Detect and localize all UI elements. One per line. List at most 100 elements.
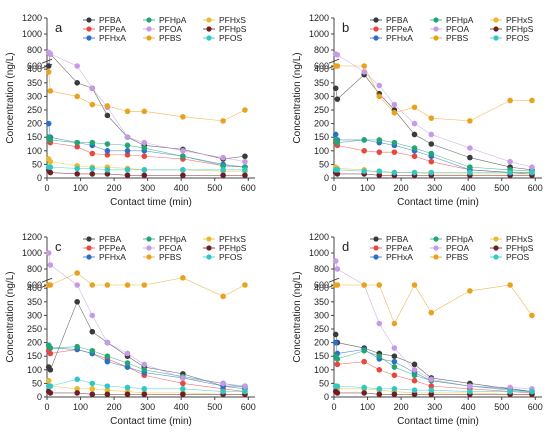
data-point-PFOS <box>334 383 341 389</box>
data-point-PFHpA <box>334 356 341 362</box>
x-tick-label: 500 <box>494 402 509 412</box>
data-point-PFBS <box>507 282 513 288</box>
legend-label: PFHxS <box>506 15 533 25</box>
data-point-PFOS <box>220 167 226 173</box>
data-point-PFHpS <box>124 172 131 179</box>
series-line-PFHpA <box>335 139 532 172</box>
data-point-PFBS <box>124 108 131 115</box>
x-axis-label: Contact time (min) <box>397 197 479 208</box>
data-point-PFBS <box>242 282 248 288</box>
data-point-PFOA <box>47 51 54 57</box>
data-point-PFHpS <box>74 390 80 396</box>
data-point-PFHpA <box>411 372 418 379</box>
data-point-PFBS <box>104 103 111 109</box>
legend-label: PFHpS <box>506 243 534 253</box>
legend-label: PFHxS <box>219 15 246 25</box>
data-point-PFPeA <box>124 152 131 158</box>
data-point-PFHpA <box>428 150 435 157</box>
legend-label: PFPeA <box>99 24 126 34</box>
y-tick-label: 200 <box>27 119 42 129</box>
data-point-PFOA <box>467 383 473 389</box>
series-line-PFHxA <box>48 345 245 390</box>
data-point-PFOA <box>180 148 186 154</box>
data-point-PFOA <box>361 69 367 75</box>
data-point-PFBA <box>411 361 418 368</box>
series-line-PFBS <box>48 71 246 122</box>
data-point-PFHpA <box>391 139 398 146</box>
data-point-PFOS <box>220 388 226 395</box>
data-point-PFOS <box>428 169 435 176</box>
data-point-PFHpS <box>391 391 398 398</box>
data-point-PFHpS <box>47 169 54 176</box>
legend-label: PFHpS <box>506 24 534 34</box>
data-point-PFBA <box>391 353 398 360</box>
data-point-PFOS <box>124 384 131 391</box>
x-tick-label: 100 <box>360 183 375 193</box>
axis-break-mark <box>328 277 340 283</box>
legend-swatch-PFOA <box>433 26 439 32</box>
x-tick-label: 0 <box>44 402 49 412</box>
y-tick-label: 300 <box>27 310 42 320</box>
data-point-PFPeA <box>411 377 418 384</box>
legend-swatch-PFHpA <box>146 17 152 23</box>
data-point-PFHpS <box>89 171 96 177</box>
data-point-PFBS <box>376 282 383 288</box>
series-line-PFOA <box>48 252 245 387</box>
data-point-PFBS <box>124 282 131 288</box>
data-point-PFBS <box>428 115 435 121</box>
legend-swatch-PFHxS <box>206 236 212 242</box>
data-point-PFHxS <box>89 386 96 392</box>
y-tick-label: 50 <box>319 159 329 169</box>
series-line-PFHpS <box>335 172 532 176</box>
x-tick-label: 200 <box>107 402 122 412</box>
data-point-PFHpA <box>104 353 111 360</box>
data-point-PFOA <box>74 63 80 69</box>
data-point-PFOS <box>411 387 418 394</box>
data-point-PFBS <box>428 309 435 316</box>
data-point-PFOS <box>141 167 148 173</box>
axis-break-mark <box>328 58 340 64</box>
x-tick-label: 100 <box>360 402 375 412</box>
data-point-PFBS <box>89 101 96 108</box>
series-line-PFOA <box>335 53 533 168</box>
legend-swatch-PFHpS <box>206 245 212 251</box>
x-tick-label: 600 <box>528 183 543 193</box>
legend-swatch-PFPeA <box>86 245 92 251</box>
y-tick-label: 100 <box>314 146 329 156</box>
data-point-PFHpA <box>376 353 383 360</box>
series-line-PFHxS <box>335 385 532 395</box>
y-tick-label: 100 <box>27 146 42 156</box>
legend-swatch-PFOA <box>146 245 152 251</box>
y-tick-label: 200 <box>27 338 42 348</box>
y-tick-label: 150 <box>27 132 42 142</box>
legend-label: PFHxA <box>99 252 126 262</box>
y-tick-label: 100 <box>27 365 42 375</box>
x-tick-label: 600 <box>241 402 256 412</box>
legend-label: PFHpS <box>219 24 247 34</box>
y-tick-label: 150 <box>314 132 329 142</box>
data-point-PFHpS <box>104 391 111 398</box>
legend-swatch-PFOS <box>493 35 499 41</box>
series-line-PFBS <box>335 284 533 325</box>
legend-swatch-PFHxA <box>86 35 92 41</box>
data-point-PFOA <box>89 85 96 92</box>
data-point-PFPeA <box>428 383 435 389</box>
legend-label: PFHxA <box>386 33 413 43</box>
data-point-PFBS <box>467 288 473 294</box>
y-tick-label: 300 <box>314 91 329 101</box>
data-point-PFOS <box>89 380 96 387</box>
data-point-PFHpA <box>47 345 54 351</box>
y-tick-label: 600 <box>27 280 42 290</box>
data-point-PFOS <box>428 387 435 394</box>
data-point-PFBS <box>180 275 186 281</box>
legend-label: PFHxS <box>219 234 246 244</box>
y-tick-label: 800 <box>27 45 42 55</box>
data-point-PFHpA <box>361 347 367 354</box>
x-tick-label: 0 <box>44 183 49 193</box>
data-point-PFBA <box>47 367 54 373</box>
legend-label: PFHpA <box>159 15 187 25</box>
data-point-PFOS <box>361 384 367 391</box>
data-point-PFBS <box>141 282 148 288</box>
x-tick-label: 500 <box>207 402 222 412</box>
